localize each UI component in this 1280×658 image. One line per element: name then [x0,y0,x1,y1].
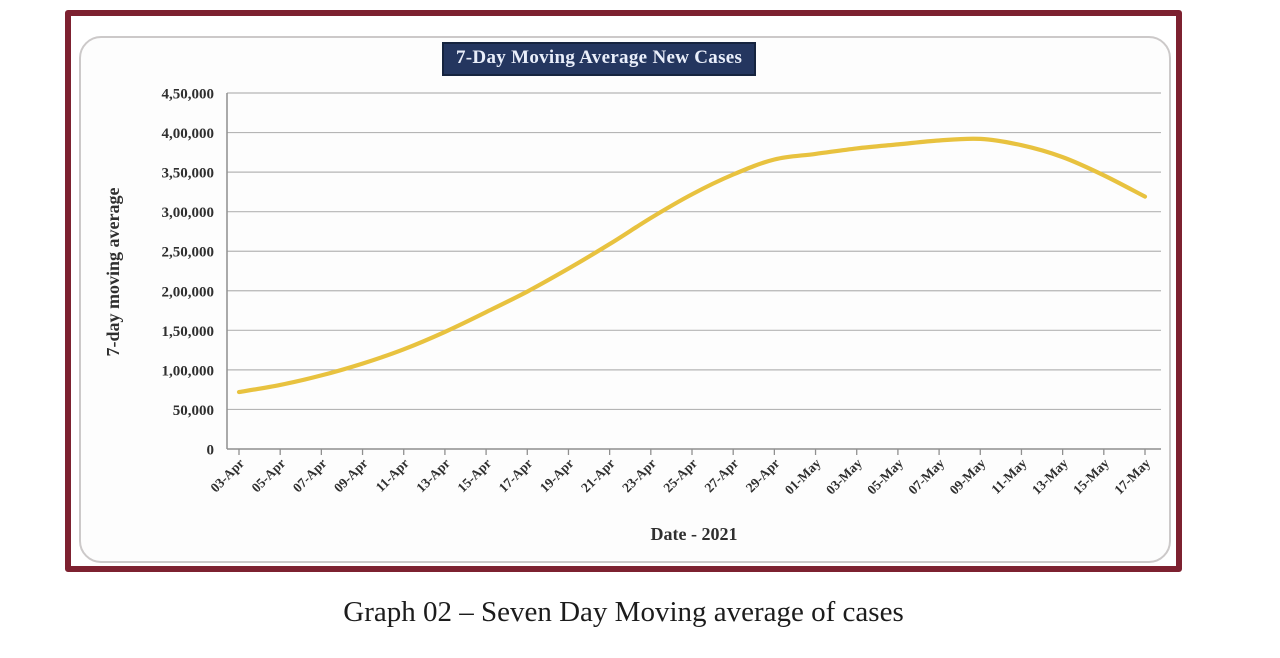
y-tick-label: 0 [207,443,215,459]
x-tick-label: 11-Apr [373,456,412,495]
x-tick-label: 29-Apr [743,456,783,496]
chart-panel [79,36,1171,563]
x-tick-label: 19-Apr [537,456,577,496]
x-tick-label: 21-Apr [578,456,618,496]
x-tick-label: 15-May [1070,455,1112,497]
x-tick-label: 01-May [782,455,824,497]
x-tick-label: 15-Apr [454,456,494,496]
chart-title: 7-Day Moving Average New Cases [442,42,757,76]
x-tick-label: 17-Apr [496,456,536,496]
x-tick-label: 05-May [864,455,906,497]
x-tick-label: 07-Apr [290,456,330,496]
y-tick-label: 4,00,000 [162,126,215,142]
x-tick-label: 09-Apr [331,456,371,496]
x-axis-title: Date - 2021 [650,524,738,544]
y-tick-label: 50,000 [173,403,214,419]
figure-caption: Graph 02 – Seven Day Moving average of c… [343,596,904,628]
y-axis-title: 7-day moving average [103,187,123,357]
x-tick-label: 27-Apr [702,456,742,496]
x-tick-label: 13-Apr [413,456,453,496]
y-tick-label: 1,00,000 [162,363,215,379]
x-tick-label: 25-Apr [660,456,700,496]
x-tick-label: 23-Apr [619,456,659,496]
series-line [236,136,1148,395]
chart-canvas: 0 50,000 1,00,000 1,50,000 2,00,000 2,50,000 3… [162,87,1161,497]
y-tick-label: 3,00,000 [162,205,215,221]
x-tick-label: 17-May [1111,455,1153,497]
y-tick-label: 2,00,000 [162,284,215,300]
y-tick-label: 3,50,000 [162,166,215,182]
x-tick-label: 03-May [823,455,865,497]
y-tick-label: 2,50,000 [162,245,215,261]
x-tick-label: 05-Apr [249,456,289,496]
chart-frame: 0 50,000 1,00,000 1,50,000 2,00,000 2,50,000 3… [65,10,1182,572]
x-tick-label: 11-May [988,455,1030,497]
x-tick-label: 03-Apr [207,456,247,496]
y-tick-label: 4,50,000 [162,87,215,103]
x-tick-label: 13-May [1029,455,1071,497]
x-tick-label: 07-May [905,455,947,497]
y-tick-label: 1,50,000 [162,324,215,340]
x-tick-label: 09-May [946,455,988,497]
